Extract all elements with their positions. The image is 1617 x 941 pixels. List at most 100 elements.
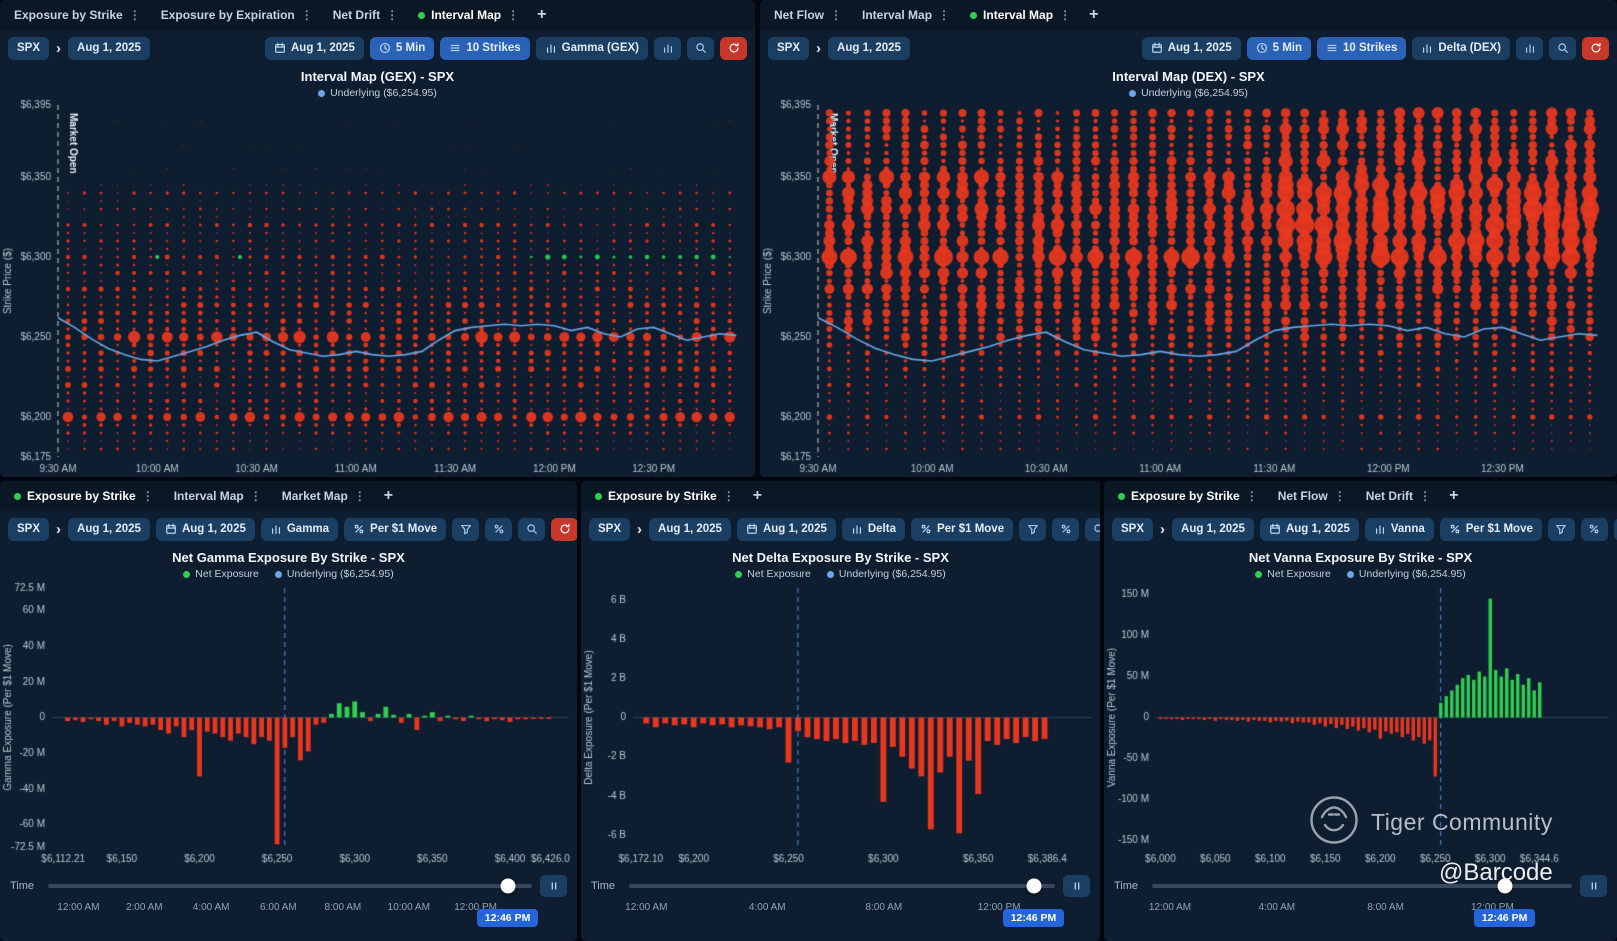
aug-1-2025-chip[interactable]: Aug 1, 2025 <box>156 518 255 541</box>
symbol-chip[interactable]: SPX <box>768 37 809 60</box>
tab-menu-icon[interactable]: ⋮ <box>830 8 842 22</box>
per-1-move-chip[interactable]: Per $1 Move <box>911 518 1013 541</box>
time-tick-label: 8:00 AM <box>1367 902 1404 913</box>
time-slider[interactable] <box>48 884 532 888</box>
tab-menu-icon[interactable]: ⋮ <box>1419 489 1431 503</box>
tab-menu-icon[interactable]: ⋮ <box>938 8 950 22</box>
tab-menu-icon[interactable]: ⋮ <box>142 489 154 503</box>
tab-net-flow[interactable]: Net Flow⋮ <box>1268 489 1356 503</box>
add-tab-button[interactable]: + <box>1081 6 1106 24</box>
5-min-chip[interactable]: 5 Min <box>1247 37 1311 60</box>
chevron-right-icon: › <box>1159 521 1166 538</box>
tab-interval-map[interactable]: Interval Map⋮ <box>408 8 529 22</box>
vanna-chip[interactable]: Vanna <box>1365 518 1434 541</box>
5-min-chip[interactable]: 5 Min <box>370 37 434 60</box>
time-slider-knob[interactable] <box>1026 879 1041 894</box>
tab-market-map[interactable]: Market Map⋮ <box>272 489 376 503</box>
time-slider-knob[interactable] <box>500 879 515 894</box>
10-strikes-chip[interactable]: 10 Strikes <box>1317 37 1406 60</box>
tab-menu-icon[interactable]: ⋮ <box>1246 489 1258 503</box>
tab-menu-icon[interactable]: ⋮ <box>386 8 398 22</box>
refresh-button[interactable] <box>720 37 747 60</box>
interval-map-gex-canvas[interactable] <box>0 99 755 477</box>
tab-menu-icon[interactable]: ⋮ <box>301 8 313 22</box>
search-button[interactable] <box>1085 518 1100 541</box>
tab-label: Net Drift <box>1366 489 1413 503</box>
gamma-gex-chip[interactable]: Gamma (GEX) <box>536 37 648 60</box>
current-time-badge: 12:46 PM <box>1474 909 1536 927</box>
date-nav-chip[interactable]: Aug 1, 2025 <box>68 37 150 60</box>
tab-exposure-by-strike[interactable]: Exposure by Strike⋮ <box>4 8 151 22</box>
filter-button[interactable] <box>1019 518 1046 541</box>
10-strikes-chip[interactable]: 10 Strikes <box>440 37 529 60</box>
date-nav-chip[interactable]: Aug 1, 2025 <box>68 518 150 541</box>
time-slider[interactable] <box>629 884 1055 888</box>
symbol-chip[interactable]: SPX <box>1112 518 1153 541</box>
percent-button[interactable] <box>485 518 512 541</box>
watermark-brand: Tiger Community <box>1371 809 1553 836</box>
delta-dex-chip[interactable]: Delta (DEX) <box>1412 37 1510 60</box>
refresh-button[interactable] <box>551 518 577 541</box>
date-nav-chip[interactable]: Aug 1, 2025 <box>828 37 910 60</box>
aug-1-2025-chip[interactable]: Aug 1, 2025 <box>1142 37 1241 60</box>
watermark: Tiger Community @Barcode <box>1308 794 1553 887</box>
chart-legend: Net ExposureUnderlying ($6,254.95) <box>1255 568 1465 580</box>
refresh-button[interactable] <box>1582 37 1609 60</box>
calendar-icon <box>1151 42 1163 54</box>
delta-chip[interactable]: Delta <box>842 518 905 541</box>
add-tab-button[interactable]: + <box>529 6 554 24</box>
tab-bar: Net Flow⋮Interval Map⋮Interval Map⋮ + <box>760 0 1617 30</box>
tab-menu-icon[interactable]: ⋮ <box>723 489 735 503</box>
current-time-badge: 12:46 PM <box>477 909 539 927</box>
chart-button[interactable] <box>654 37 681 60</box>
tab-interval-map[interactable]: Interval Map ⋮ <box>960 8 1081 22</box>
search-button[interactable] <box>518 518 545 541</box>
aug-1-2025-chip[interactable]: Aug 1, 2025 <box>737 518 836 541</box>
search-button[interactable] <box>687 37 714 60</box>
add-tab-button[interactable]: + <box>1441 487 1466 505</box>
tab-menu-icon[interactable]: ⋮ <box>250 489 262 503</box>
add-tab-button[interactable]: + <box>745 487 770 505</box>
chart-button[interactable] <box>1516 37 1543 60</box>
per-1-move-chip[interactable]: Per $1 Move <box>1440 518 1542 541</box>
tab-menu-icon[interactable]: ⋮ <box>507 8 519 22</box>
tab-menu-icon[interactable]: ⋮ <box>1059 8 1071 22</box>
gamma-exposure-canvas[interactable] <box>0 580 577 867</box>
aug-1-2025-chip[interactable]: Aug 1, 2025 <box>265 37 364 60</box>
pause-button[interactable] <box>1580 875 1607 897</box>
time-label: Time <box>10 880 40 892</box>
toolbar: SPX › Aug 1, 2025 Aug 1, 20255 Min10 Str… <box>0 30 755 66</box>
tab-net-drift[interactable]: Net Drift⋮ <box>323 8 408 22</box>
search-button[interactable] <box>1549 37 1576 60</box>
add-tab-button[interactable]: + <box>376 487 401 505</box>
tab-net-flow[interactable]: Net Flow⋮ <box>764 8 852 22</box>
filter-button[interactable] <box>452 518 479 541</box>
tab-label: Interval Map <box>983 8 1053 22</box>
active-tab-indicator <box>418 12 425 19</box>
percent-button[interactable] <box>1052 518 1079 541</box>
tab-net-drift[interactable]: Net Drift ⋮ <box>1356 489 1441 503</box>
date-nav-chip[interactable]: Aug 1, 2025 <box>649 518 731 541</box>
tab-interval-map[interactable]: Interval Map⋮ <box>852 8 960 22</box>
tab-exposure-by-strike[interactable]: Exposure by Strike⋮ <box>1108 489 1268 503</box>
tab-menu-icon[interactable]: ⋮ <box>1334 489 1346 503</box>
tab-exposure-by-strike[interactable]: Exposure by Strike⋮ <box>585 489 745 503</box>
date-nav-chip[interactable]: Aug 1, 2025 <box>1172 518 1254 541</box>
tab-exposure-by-strike[interactable]: Exposure by Strike⋮ <box>4 489 164 503</box>
symbol-chip[interactable]: SPX <box>8 37 49 60</box>
tab-menu-icon[interactable]: ⋮ <box>354 489 366 503</box>
tab-interval-map[interactable]: Interval Map⋮ <box>164 489 272 503</box>
gamma-chip[interactable]: Gamma <box>261 518 338 541</box>
symbol-chip[interactable]: SPX <box>589 518 630 541</box>
filter-button[interactable] <box>1548 518 1575 541</box>
pause-button[interactable] <box>1063 875 1090 897</box>
tab-menu-icon[interactable]: ⋮ <box>129 8 141 22</box>
symbol-chip[interactable]: SPX <box>8 518 49 541</box>
delta-exposure-canvas[interactable] <box>581 580 1100 867</box>
percent-button[interactable] <box>1581 518 1608 541</box>
aug-1-2025-chip[interactable]: Aug 1, 2025 <box>1260 518 1359 541</box>
interval-map-dex-canvas[interactable] <box>760 99 1617 477</box>
tab-exposure-by-expiration[interactable]: Exposure by Expiration⋮ <box>151 8 323 22</box>
pause-button[interactable] <box>540 875 567 897</box>
per-1-move-chip[interactable]: Per $1 Move <box>344 518 446 541</box>
